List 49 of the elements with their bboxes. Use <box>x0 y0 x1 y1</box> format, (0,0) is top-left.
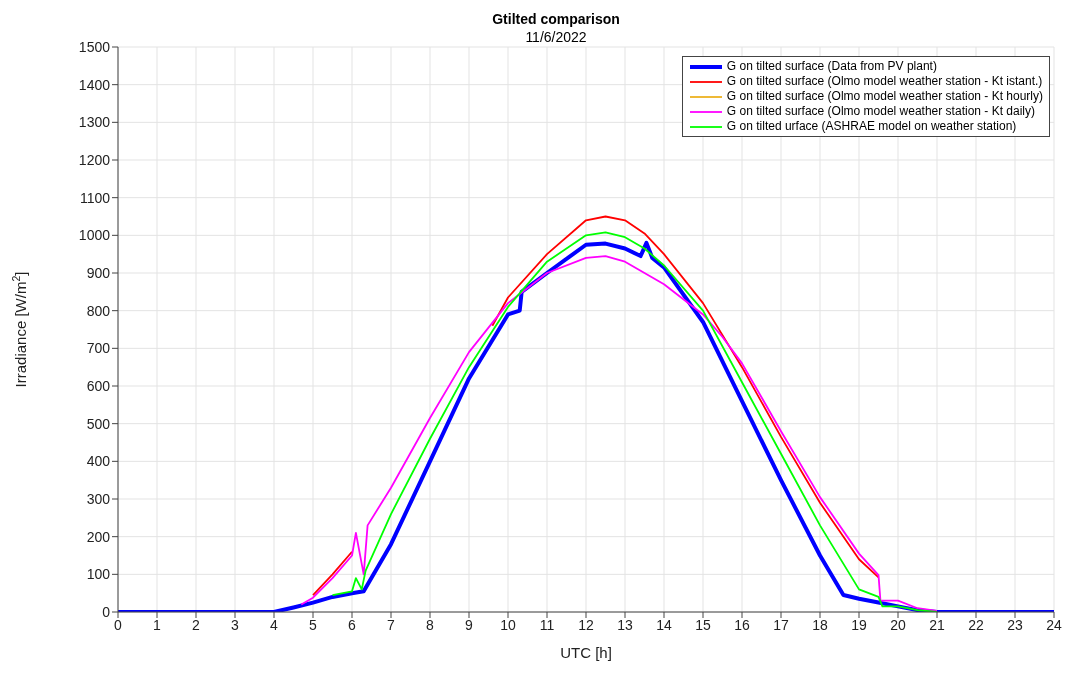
y-tick-label: 400 <box>86 453 111 470</box>
x-tick-label: 2 <box>192 616 201 633</box>
x-tick-label: 23 <box>1007 616 1023 633</box>
y-tick-label: 500 <box>86 415 111 432</box>
x-tick-label: 12 <box>578 616 594 633</box>
chart-subtitle: 11/6/2022 <box>525 29 587 45</box>
x-tick-label: 19 <box>851 616 867 633</box>
x-tick-label: 14 <box>656 616 672 633</box>
x-axis-title: UTC [h] <box>560 644 612 661</box>
x-tick-label: 4 <box>270 616 279 633</box>
x-tick-label: 18 <box>812 616 828 633</box>
x-tick-label: 15 <box>695 616 711 633</box>
x-tick-label: 5 <box>309 616 318 633</box>
x-tick-label: 9 <box>465 616 474 633</box>
x-tick-label: 13 <box>617 616 633 633</box>
legend-label: G on tilted urface (ASHRAE model on weather station) <box>726 119 1017 134</box>
x-tick-label: 3 <box>231 616 240 633</box>
x-tick-label: 0 <box>114 616 123 633</box>
x-tick-label: 11 <box>539 616 555 633</box>
y-tick-label: 600 <box>86 377 111 394</box>
x-tick-label: 24 <box>1046 616 1062 633</box>
legend-label: G on tilted surface (Data from PV plant) <box>726 59 937 74</box>
chart-title: Gtilted comparison <box>492 11 620 27</box>
x-tick-label: 1 <box>153 616 162 633</box>
y-tick-label: 1400 <box>78 76 111 93</box>
y-tick-label: 800 <box>86 302 111 319</box>
y-tick-label: 1200 <box>78 151 111 168</box>
x-tick-label: 21 <box>929 616 945 633</box>
x-tick-label: 20 <box>890 616 906 633</box>
x-tick-label: 6 <box>348 616 357 633</box>
x-tick-label: 22 <box>968 616 984 633</box>
y-tick-label: 1000 <box>78 227 111 244</box>
y-tick-label: 100 <box>86 566 111 583</box>
x-tick-label: 16 <box>734 616 750 633</box>
y-tick-label: 900 <box>86 264 111 281</box>
legend-label: G on tilted surface (Olmo model weather station - Kt hourly) <box>726 89 1043 104</box>
y-tick-label: 1300 <box>78 114 111 131</box>
y-tick-label: 300 <box>86 490 111 507</box>
y-tick-label: 1500 <box>78 38 111 55</box>
x-tick-label: 7 <box>387 616 396 633</box>
y-tick-label: 0 <box>102 603 111 620</box>
legend-label: G on tilted surface (Olmo model weather station - Kt istant.) <box>726 74 1043 89</box>
x-tick-label: 8 <box>426 616 435 633</box>
x-tick-label: 17 <box>773 616 789 633</box>
legend-label: G on tilted surface (Olmo model weather station - Kt daily) <box>726 104 1035 119</box>
y-tick-label: 200 <box>86 528 111 545</box>
x-tick-label: 10 <box>500 616 516 633</box>
y-tick-label: 1100 <box>79 189 111 206</box>
y-tick-label: 700 <box>86 340 111 357</box>
